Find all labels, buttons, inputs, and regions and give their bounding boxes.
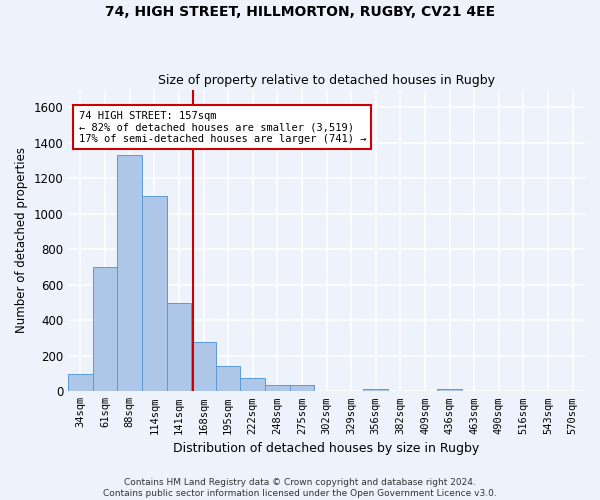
Bar <box>290 385 314 392</box>
Bar <box>364 388 388 392</box>
Bar <box>437 388 462 392</box>
Y-axis label: Number of detached properties: Number of detached properties <box>15 148 28 334</box>
Text: Contains HM Land Registry data © Crown copyright and database right 2024.
Contai: Contains HM Land Registry data © Crown c… <box>103 478 497 498</box>
Bar <box>167 302 191 392</box>
Text: 74, HIGH STREET, HILLMORTON, RUGBY, CV21 4EE: 74, HIGH STREET, HILLMORTON, RUGBY, CV21… <box>105 5 495 19</box>
X-axis label: Distribution of detached houses by size in Rugby: Distribution of detached houses by size … <box>173 442 480 455</box>
Bar <box>191 342 216 392</box>
Bar <box>241 378 265 392</box>
Bar <box>216 366 241 392</box>
Text: 74 HIGH STREET: 157sqm
← 82% of detached houses are smaller (3,519)
17% of semi-: 74 HIGH STREET: 157sqm ← 82% of detached… <box>79 110 366 144</box>
Bar <box>93 267 118 392</box>
Bar <box>265 385 290 392</box>
Bar <box>142 196 167 392</box>
Title: Size of property relative to detached houses in Rugby: Size of property relative to detached ho… <box>158 74 495 87</box>
Bar <box>118 155 142 392</box>
Bar <box>68 374 93 392</box>
